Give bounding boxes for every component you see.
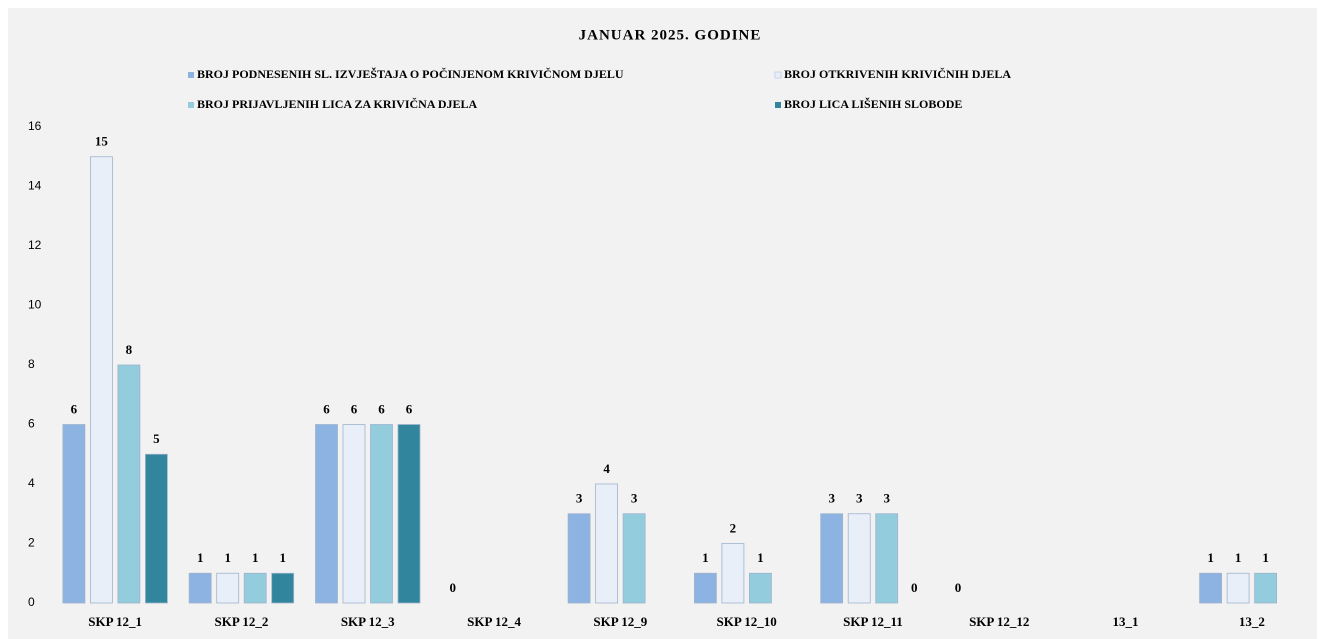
data-label: 3 xyxy=(856,491,863,506)
x-tick-label: SKP 12_3 xyxy=(341,614,395,629)
bar xyxy=(117,364,141,604)
x-tick-label: SKP 12_2 xyxy=(215,614,269,629)
bar xyxy=(694,572,717,604)
legend-label: BROJ PRIJAVLJENIH LICA ZA KRIVIČNA DJELA xyxy=(197,97,478,111)
bar xyxy=(721,543,745,604)
bar xyxy=(342,424,366,604)
bar xyxy=(216,572,240,604)
y-tick-label: 16 xyxy=(28,119,42,133)
y-tick-label: 12 xyxy=(28,238,42,252)
data-label: 3 xyxy=(631,491,638,506)
data-label: 5 xyxy=(153,431,160,446)
data-label: 6 xyxy=(351,401,358,416)
data-label: 1 xyxy=(1235,550,1242,565)
bar xyxy=(188,572,212,604)
bar xyxy=(370,424,393,604)
bar xyxy=(1254,572,1277,604)
y-tick-label: 10 xyxy=(28,298,42,312)
data-label: 2 xyxy=(730,520,737,535)
x-tick-label: SKP 12_4 xyxy=(467,614,521,629)
bar xyxy=(243,572,267,604)
x-tick-label: SKP 12_10 xyxy=(716,614,776,629)
chart-background xyxy=(8,8,1317,639)
data-label: 3 xyxy=(828,491,835,506)
legend-marker xyxy=(188,102,194,108)
y-tick-label: 6 xyxy=(28,417,35,431)
data-label: 8 xyxy=(126,342,133,357)
bar xyxy=(1199,572,1222,604)
legend-marker xyxy=(188,72,194,78)
legend-label: BROJ LICA LIŠENIH SLOBODE xyxy=(784,97,962,111)
bar xyxy=(595,483,618,604)
data-label: 1 xyxy=(757,550,764,565)
data-label: 1 xyxy=(1207,550,1214,565)
legend-label: BROJ PODNESENIH SL. IZVJEŠTAJA O POČINJE… xyxy=(197,67,624,81)
data-label: 1 xyxy=(197,550,204,565)
data-label: 1 xyxy=(1262,550,1269,565)
bar xyxy=(1226,572,1250,604)
y-tick-label: 0 xyxy=(28,595,35,609)
legend-marker xyxy=(775,102,781,108)
bar xyxy=(622,513,646,604)
bar xyxy=(90,156,113,604)
bar xyxy=(271,572,295,604)
data-label: 4 xyxy=(603,461,610,476)
data-label: 0 xyxy=(955,580,962,595)
data-label: 6 xyxy=(406,401,413,416)
bar xyxy=(749,572,772,604)
legend-marker xyxy=(774,71,782,79)
y-tick-label: 8 xyxy=(28,357,35,371)
data-label: 15 xyxy=(95,134,109,149)
bar xyxy=(847,513,871,604)
bar xyxy=(62,424,86,604)
bar xyxy=(144,453,168,604)
y-tick-label: 4 xyxy=(28,476,35,490)
data-label: 0 xyxy=(450,580,457,595)
legend-label: BROJ OTKRIVENIH KRIVIČNIH DJELA xyxy=(784,67,1011,81)
x-tick-label: SKP 12_12 xyxy=(969,614,1029,629)
x-tick-label: 13_1 xyxy=(1113,614,1139,629)
chart-title: JANUAR 2025. GODINE xyxy=(579,27,762,43)
y-tick-label: 14 xyxy=(28,179,42,193)
bar xyxy=(875,513,899,604)
bar xyxy=(820,513,844,604)
data-label: 6 xyxy=(378,401,385,416)
bar xyxy=(315,424,338,604)
data-label: 0 xyxy=(911,580,918,595)
data-label: 3 xyxy=(883,491,890,506)
y-tick-label: 2 xyxy=(28,536,35,550)
data-label: 1 xyxy=(279,550,286,565)
data-label: 6 xyxy=(323,401,330,416)
x-tick-label: SKP 12_9 xyxy=(593,614,647,629)
bar xyxy=(567,513,591,604)
data-label: 1 xyxy=(252,550,259,565)
x-tick-label: SKP 12_1 xyxy=(88,614,142,629)
data-label: 3 xyxy=(576,491,583,506)
bar xyxy=(397,424,421,604)
data-label: 6 xyxy=(71,401,78,416)
x-tick-label: SKP 12_11 xyxy=(843,614,903,629)
x-tick-label: 13_2 xyxy=(1239,614,1265,629)
data-label: 1 xyxy=(702,550,709,565)
data-label: 1 xyxy=(224,550,231,565)
